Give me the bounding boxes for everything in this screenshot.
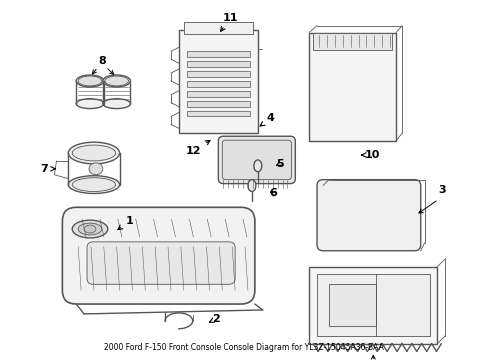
Text: 1: 1 bbox=[118, 216, 133, 230]
Text: 7: 7 bbox=[41, 164, 55, 174]
Text: 2: 2 bbox=[209, 314, 220, 324]
Bar bbox=[316, 274, 429, 336]
FancyBboxPatch shape bbox=[62, 207, 254, 304]
Bar bbox=[308, 266, 437, 343]
Bar bbox=[328, 284, 376, 326]
Ellipse shape bbox=[78, 76, 102, 86]
FancyBboxPatch shape bbox=[316, 180, 420, 251]
Text: 10: 10 bbox=[361, 150, 379, 160]
Ellipse shape bbox=[104, 76, 128, 86]
Text: 9: 9 bbox=[0, 359, 1, 360]
Ellipse shape bbox=[102, 99, 130, 109]
FancyBboxPatch shape bbox=[222, 140, 291, 180]
Ellipse shape bbox=[76, 75, 103, 87]
Ellipse shape bbox=[72, 220, 107, 238]
Ellipse shape bbox=[76, 99, 103, 109]
FancyBboxPatch shape bbox=[218, 136, 295, 184]
Ellipse shape bbox=[72, 145, 116, 161]
FancyBboxPatch shape bbox=[87, 242, 235, 284]
Bar bbox=[308, 32, 395, 141]
Ellipse shape bbox=[253, 160, 261, 172]
Text: 11: 11 bbox=[220, 13, 238, 31]
Bar bbox=[186, 61, 249, 67]
Text: 3: 3 bbox=[438, 185, 446, 194]
Ellipse shape bbox=[68, 142, 120, 164]
Bar bbox=[186, 101, 249, 107]
Bar bbox=[186, 91, 249, 97]
Ellipse shape bbox=[72, 178, 116, 192]
Bar bbox=[183, 22, 252, 33]
Bar bbox=[186, 51, 249, 57]
Text: 5: 5 bbox=[275, 159, 283, 169]
Bar bbox=[312, 32, 391, 50]
Ellipse shape bbox=[84, 225, 96, 233]
Ellipse shape bbox=[247, 180, 255, 192]
Text: 12: 12 bbox=[185, 140, 210, 156]
Bar bbox=[186, 71, 249, 77]
Text: 6: 6 bbox=[269, 189, 277, 198]
Bar bbox=[186, 81, 249, 87]
Ellipse shape bbox=[89, 163, 102, 175]
Ellipse shape bbox=[102, 75, 130, 87]
Text: 2000 Ford F-150 Front Console Console Diagram for YL3Z-15045A36-BAA: 2000 Ford F-150 Front Console Console Di… bbox=[104, 343, 383, 352]
Ellipse shape bbox=[78, 223, 102, 235]
Bar bbox=[179, 30, 257, 133]
Ellipse shape bbox=[68, 176, 120, 193]
Text: 8: 8 bbox=[98, 56, 105, 66]
Text: 4: 4 bbox=[260, 113, 274, 126]
Bar bbox=[186, 111, 249, 117]
